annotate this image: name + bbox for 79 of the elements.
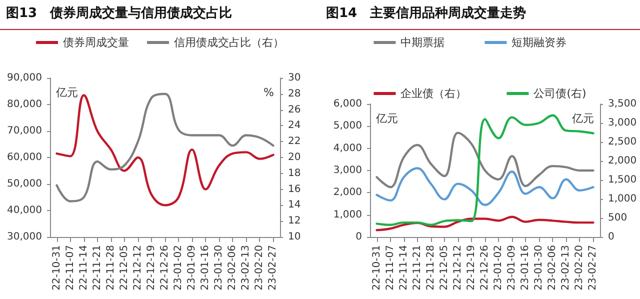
y2-tick-label: 1,000 bbox=[608, 194, 637, 204]
x-tick-label: 23-01-09 bbox=[186, 245, 198, 290]
x-tick-label: 22-12-05 bbox=[438, 245, 450, 290]
x-tick-label: 23-01-02 bbox=[173, 245, 184, 290]
y2-tick-label: 28 bbox=[288, 88, 301, 100]
legend-label: 债券周成交量 bbox=[63, 36, 129, 49]
x-tick-label: 23-02-06 bbox=[227, 245, 238, 290]
x-tick-label: 23-01-09 bbox=[506, 245, 518, 290]
y2-tick-label: 16 bbox=[288, 184, 301, 195]
y2-tick-label: 12 bbox=[288, 216, 301, 227]
y2-tick-label: 1,500 bbox=[608, 174, 637, 186]
x-tick-label: 23-02-27 bbox=[588, 245, 599, 290]
x-tick-label: 23-02-13 bbox=[240, 245, 252, 290]
y-tick-label: 50,000 bbox=[7, 178, 42, 190]
x-tick-label: 22-11-21 bbox=[92, 245, 103, 290]
chart-title: 图13 债券周成交量与信用债成交占比 bbox=[0, 0, 320, 30]
x-tick-label: 23-02-13 bbox=[560, 245, 572, 290]
y2-tick-label: 20 bbox=[288, 152, 301, 163]
y-tick-label: 60,000 bbox=[7, 152, 42, 163]
legend-label: 企业债（右） bbox=[400, 87, 467, 100]
y2-axis-title: % bbox=[264, 86, 274, 99]
y-tick-label: 30,000 bbox=[7, 232, 42, 242]
x-tick-label: 22-11-28 bbox=[425, 245, 436, 290]
x-tick-label: 23-02-27 bbox=[268, 245, 279, 290]
y-tick-label: 1,000 bbox=[333, 209, 362, 220]
y2-axis-title: 亿元 bbox=[571, 112, 594, 125]
y-axis-title: 亿元 bbox=[375, 112, 398, 125]
x-tick-label: 23-01-30 bbox=[214, 245, 225, 290]
x-tick-label: 23-01-02 bbox=[493, 245, 504, 290]
legend-label: 中期票据 bbox=[400, 36, 445, 49]
x-tick-label: 22-12-19 bbox=[146, 245, 157, 290]
legend-label: 公司债(右) bbox=[534, 87, 586, 100]
y2-tick-label: 18 bbox=[288, 168, 301, 179]
x-tick-label: 22-10-31 bbox=[371, 245, 382, 290]
legend-label: 短期融资券 bbox=[512, 36, 567, 49]
y-tick-label: 2,000 bbox=[333, 187, 362, 198]
x-tick-label: 22-11-07 bbox=[64, 245, 76, 290]
y-tick-label: 70,000 bbox=[7, 126, 42, 136]
y2-tick-label: 26 bbox=[288, 104, 301, 116]
x-tick-label: 22-10-31 bbox=[51, 245, 62, 290]
y2-tick-label: 500 bbox=[608, 212, 628, 224]
y-tick-label: 40,000 bbox=[7, 205, 42, 216]
y2-tick-label: 2,500 bbox=[608, 136, 637, 148]
x-tick-label: 23-01-16 bbox=[520, 245, 532, 290]
y2-tick-label: 3,000 bbox=[608, 118, 637, 128]
y-tick-label: 3,000 bbox=[333, 165, 362, 176]
legend-label: 信用债成交占比（右） bbox=[174, 36, 284, 49]
x-tick-label: 22-11-14 bbox=[78, 245, 90, 290]
x-tick-label: 22-12-12 bbox=[132, 245, 144, 290]
y-tick-label: 5,000 bbox=[333, 120, 362, 132]
x-tick-label: 23-02-20 bbox=[254, 245, 266, 290]
y2-tick-label: 30 bbox=[288, 72, 301, 84]
x-tick-label: 22-12-19 bbox=[466, 245, 477, 290]
y2-tick-label: 14 bbox=[288, 200, 301, 211]
x-tick-label: 23-01-30 bbox=[534, 245, 545, 290]
x-tick-label: 23-02-06 bbox=[547, 245, 558, 290]
x-tick-label: 23-01-16 bbox=[200, 245, 212, 290]
y2-tick-label: 0 bbox=[608, 232, 614, 242]
x-tick-label: 22-11-21 bbox=[412, 245, 423, 290]
y-tick-label: 0 bbox=[356, 232, 362, 242]
y2-tick-label: 22 bbox=[288, 136, 301, 148]
x-tick-label: 22-11-07 bbox=[384, 245, 396, 290]
y2-tick-label: 24 bbox=[288, 120, 301, 132]
x-tick-label: 22-12-26 bbox=[160, 245, 170, 290]
y-tick-label: 80,000 bbox=[7, 99, 42, 110]
x-tick-label: 23-02-20 bbox=[574, 245, 586, 290]
x-tick-label: 22-12-05 bbox=[118, 245, 130, 290]
x-tick-label: 22-11-28 bbox=[105, 245, 116, 290]
x-tick-label: 22-12-12 bbox=[452, 245, 464, 290]
x-tick-label: 22-12-26 bbox=[480, 245, 490, 290]
y-axis-title: 亿元 bbox=[55, 86, 78, 99]
y-tick-label: 6,000 bbox=[333, 98, 362, 110]
y-tick-label: 4,000 bbox=[333, 142, 362, 154]
chart-title: 图14 主要信用品种周成交量走势 bbox=[320, 0, 640, 30]
y2-tick-label: 10 bbox=[288, 232, 301, 242]
y-tick-label: 90,000 bbox=[7, 72, 42, 84]
x-tick-label: 22-11-14 bbox=[398, 245, 410, 290]
y2-tick-label: 3,500 bbox=[608, 98, 637, 110]
y2-tick-label: 2,000 bbox=[608, 156, 637, 166]
